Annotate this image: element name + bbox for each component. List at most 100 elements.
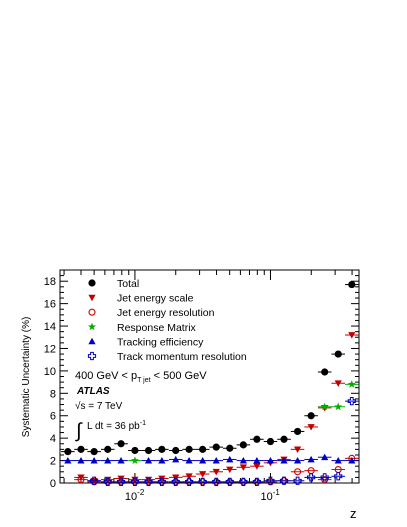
data-point	[307, 424, 315, 431]
y-axis-label: Systematic Uncertainty (%)	[21, 317, 32, 438]
luminosity-label: L dt = 36 pb-1	[87, 420, 146, 432]
data-point	[334, 402, 343, 411]
data-point	[158, 445, 166, 453]
data-point	[64, 456, 72, 464]
data-point	[280, 435, 288, 443]
data-point	[77, 456, 85, 464]
data-point	[77, 474, 85, 481]
data-point	[347, 380, 356, 388]
legend-label: Jet energy scale	[117, 293, 194, 305]
data-point	[90, 456, 98, 464]
legend-marker	[88, 308, 96, 316]
data-point	[294, 468, 302, 476]
data-point	[77, 476, 85, 484]
energy-label: √s = 7 TeV	[75, 400, 123, 412]
y-tick-label: 2	[50, 456, 56, 468]
series-response-matrix	[128, 380, 359, 464]
data-point	[293, 476, 302, 485]
legend-marker	[88, 337, 96, 345]
data-point	[158, 456, 166, 464]
legend-label: Track momentum resolution	[117, 351, 247, 363]
data-point	[253, 435, 261, 443]
pt-range-right: < 500 GeV	[151, 370, 208, 382]
data-point	[172, 474, 180, 481]
y-tick-label: 18	[44, 276, 56, 288]
data-point	[334, 456, 342, 464]
data-point	[104, 445, 112, 453]
data-point	[266, 437, 275, 446]
data-series	[61, 280, 359, 486]
data-point	[171, 477, 180, 486]
legend-marker	[88, 294, 96, 302]
data-point	[185, 445, 193, 453]
data-point	[266, 476, 275, 485]
data-point	[225, 477, 234, 486]
y-tick-label: 0	[50, 478, 56, 490]
data-point	[334, 350, 342, 358]
data-point	[198, 477, 207, 486]
data-point	[172, 455, 180, 463]
data-point	[130, 456, 139, 464]
data-point	[321, 453, 329, 461]
legend-label: Total	[117, 278, 139, 290]
data-point	[320, 473, 329, 482]
data-point	[348, 456, 356, 464]
y-tick-label: 10	[44, 366, 56, 378]
data-point	[334, 472, 343, 481]
data-point	[348, 280, 356, 289]
data-point	[199, 471, 207, 478]
data-point	[144, 446, 153, 455]
data-point	[307, 455, 315, 463]
y-tick-label: 12	[44, 343, 56, 355]
lumi-integral-sign: ∫	[75, 420, 83, 442]
luminosity-superscript: -1	[140, 420, 146, 427]
series-track-momentum-resolution	[87, 397, 359, 486]
data-point	[131, 446, 139, 455]
data-point	[320, 402, 329, 411]
axes: 0 2 4 6 8 10 12 14 16 18 10-2 10-1	[44, 269, 359, 503]
legend-label: Tracking efficiency	[117, 336, 204, 348]
legend-marker	[87, 351, 97, 361]
legend-label: Jet energy resolution	[117, 307, 215, 319]
data-point	[199, 445, 207, 453]
series-total	[61, 280, 359, 456]
data-point	[104, 456, 112, 464]
data-point	[185, 456, 193, 464]
data-point	[185, 477, 194, 486]
pt-range-subscript: T jet	[137, 377, 151, 384]
data-point	[116, 477, 126, 486]
data-point	[130, 477, 140, 486]
data-point	[103, 477, 112, 486]
data-point	[239, 456, 247, 464]
data-point	[239, 464, 247, 471]
series-tracking-efficiency	[61, 453, 359, 464]
y-tick-label: 16	[44, 299, 56, 311]
data-point	[253, 463, 261, 470]
y-tick-label: 14	[44, 321, 56, 333]
data-point	[239, 441, 247, 449]
x-axis-label: z	[350, 506, 357, 521]
data-point	[253, 456, 261, 464]
data-point	[226, 444, 234, 452]
x-tick-label: 10-1	[260, 488, 280, 503]
data-point	[321, 476, 329, 484]
data-point	[252, 477, 261, 486]
data-point	[212, 456, 220, 464]
data-point	[212, 468, 220, 476]
pt-range-left: 400 GeV < p	[75, 370, 137, 382]
data-point	[90, 476, 99, 485]
data-point	[144, 477, 153, 486]
y-tick-label: 4	[50, 433, 56, 445]
data-point	[239, 477, 248, 486]
data-point	[77, 445, 85, 453]
legend-marker	[88, 322, 96, 331]
data-point	[279, 476, 289, 485]
data-point	[321, 368, 329, 376]
legend: Total Jet energy scale Jet energy resoluti…	[87, 278, 247, 363]
data-point	[64, 448, 72, 456]
data-point	[307, 412, 315, 420]
luminosity-text: L dt = 36 pb	[87, 421, 140, 432]
data-point	[185, 473, 193, 480]
data-point	[117, 440, 125, 448]
data-point	[144, 456, 153, 464]
